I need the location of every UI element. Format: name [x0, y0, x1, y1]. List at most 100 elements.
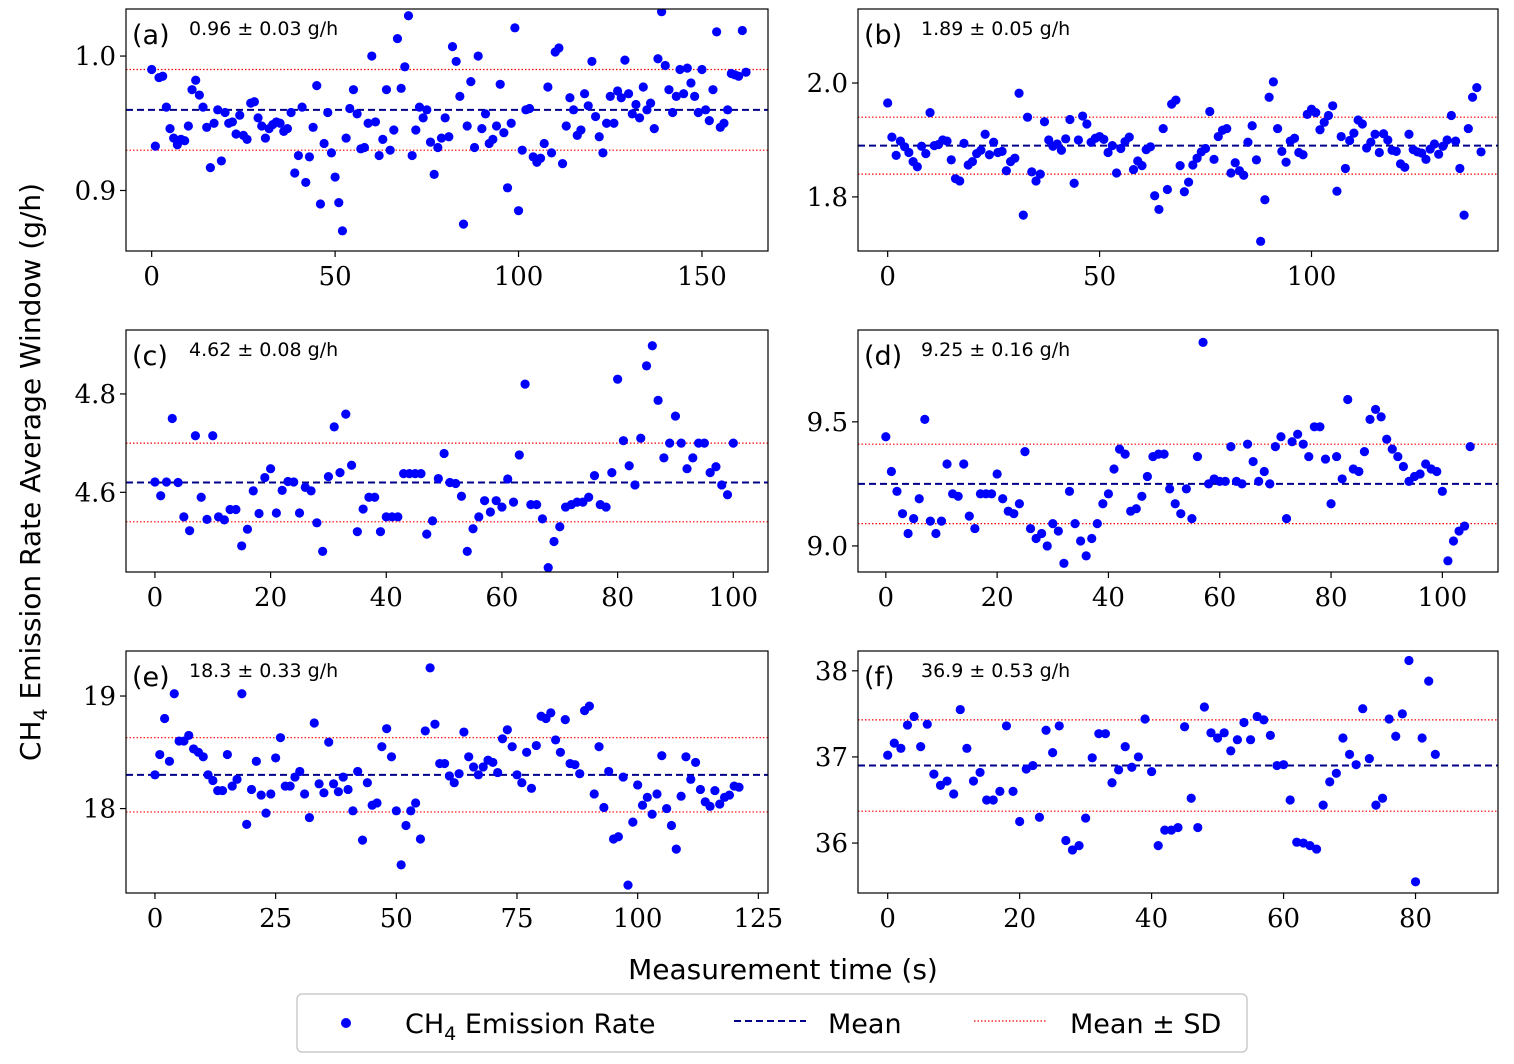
data-point	[613, 374, 623, 384]
data-point	[150, 141, 160, 151]
data-point	[422, 105, 432, 115]
data-point	[1107, 141, 1117, 151]
data-point	[1465, 442, 1475, 452]
data-point	[242, 524, 253, 534]
data-point	[248, 486, 258, 496]
data-point	[456, 491, 467, 501]
data-point	[222, 749, 232, 760]
data-point	[916, 141, 927, 151]
data-point	[883, 750, 893, 760]
data-point	[1159, 449, 1169, 459]
data-point	[451, 56, 461, 67]
data-point	[1366, 137, 1376, 147]
data-point	[676, 791, 686, 801]
data-point	[358, 504, 368, 514]
data-point	[1472, 82, 1482, 93]
data-point	[352, 109, 362, 119]
data-point	[1226, 168, 1236, 178]
data-point	[1165, 484, 1175, 494]
x-tick-label: 40	[370, 583, 403, 613]
data-point	[1186, 793, 1196, 803]
data-point	[583, 101, 593, 111]
y-tick-label: 9.5	[807, 408, 848, 438]
data-point	[964, 511, 974, 521]
data-point	[734, 782, 744, 792]
legend-label-subscript: 4	[444, 1023, 456, 1045]
data-point	[594, 132, 604, 142]
data-point	[406, 806, 416, 816]
data-point	[161, 102, 171, 112]
data-point	[319, 138, 329, 149]
data-point	[1345, 135, 1355, 146]
data-point	[682, 464, 692, 474]
data-point	[266, 789, 276, 799]
data-point	[173, 477, 183, 488]
data-point	[1171, 95, 1181, 105]
data-point	[1343, 394, 1353, 405]
data-point	[1410, 877, 1421, 887]
x-tick-label: 80	[1399, 904, 1432, 934]
data-point	[1065, 114, 1075, 125]
data-point	[1064, 486, 1075, 496]
x-tick-label: 0	[147, 904, 164, 934]
data-point	[1451, 136, 1461, 146]
data-point	[312, 518, 322, 528]
data-point	[584, 701, 594, 711]
data-point	[601, 502, 611, 512]
data-point	[717, 480, 727, 490]
data-point	[1116, 143, 1126, 154]
data-point	[1364, 754, 1374, 764]
data-point	[462, 546, 472, 556]
panel-a: 0 50 100 150 0.9 1.0 (a) 0.96 ± 0.03 g/h	[75, 8, 769, 292]
legend-item: Mean ± SD	[974, 1009, 1221, 1040]
data-point	[1251, 155, 1262, 165]
data-point	[517, 778, 527, 788]
legend-marker-point	[341, 1018, 351, 1028]
data-point	[506, 118, 516, 128]
data-point	[671, 844, 681, 854]
data-point	[1114, 765, 1124, 775]
data-point	[668, 107, 678, 118]
y-tick-label: 4.6	[75, 478, 116, 508]
data-point	[1137, 491, 1147, 501]
data-point	[374, 150, 384, 161]
data-point	[616, 93, 626, 103]
data-point	[326, 148, 337, 158]
data-point	[517, 145, 527, 155]
data-point	[959, 138, 969, 148]
data-point	[458, 219, 469, 229]
x-tick-label: 0	[879, 904, 896, 934]
data-point	[1199, 702, 1209, 712]
x-tick-label: 40	[1135, 904, 1168, 934]
data-point	[161, 477, 172, 487]
data-point	[1054, 721, 1064, 731]
data-point	[508, 497, 519, 507]
data-point	[1010, 153, 1020, 163]
data-point	[1429, 139, 1440, 149]
data-point	[568, 105, 579, 115]
data-point	[605, 91, 615, 101]
data-point	[370, 492, 380, 502]
data-point	[309, 718, 319, 728]
data-point	[618, 436, 629, 446]
data-point	[396, 83, 406, 93]
data-point	[664, 85, 674, 95]
data-point	[324, 737, 334, 747]
data-point	[216, 156, 226, 166]
data-point	[613, 832, 623, 842]
data-point	[1463, 123, 1473, 134]
data-point	[1374, 147, 1384, 158]
data-point	[510, 23, 520, 33]
data-point	[1226, 746, 1236, 756]
data-point	[425, 663, 435, 673]
data-point	[1268, 77, 1278, 87]
data-point	[1404, 655, 1414, 666]
data-point	[590, 111, 601, 122]
data-point	[1147, 766, 1157, 777]
panel-stat-annotation: 4.62 ± 0.08 g/h	[189, 339, 338, 361]
data-point	[1243, 137, 1253, 147]
data-point	[909, 711, 919, 722]
data-point	[370, 117, 381, 127]
data-point	[531, 740, 541, 751]
data-point	[1022, 112, 1033, 122]
